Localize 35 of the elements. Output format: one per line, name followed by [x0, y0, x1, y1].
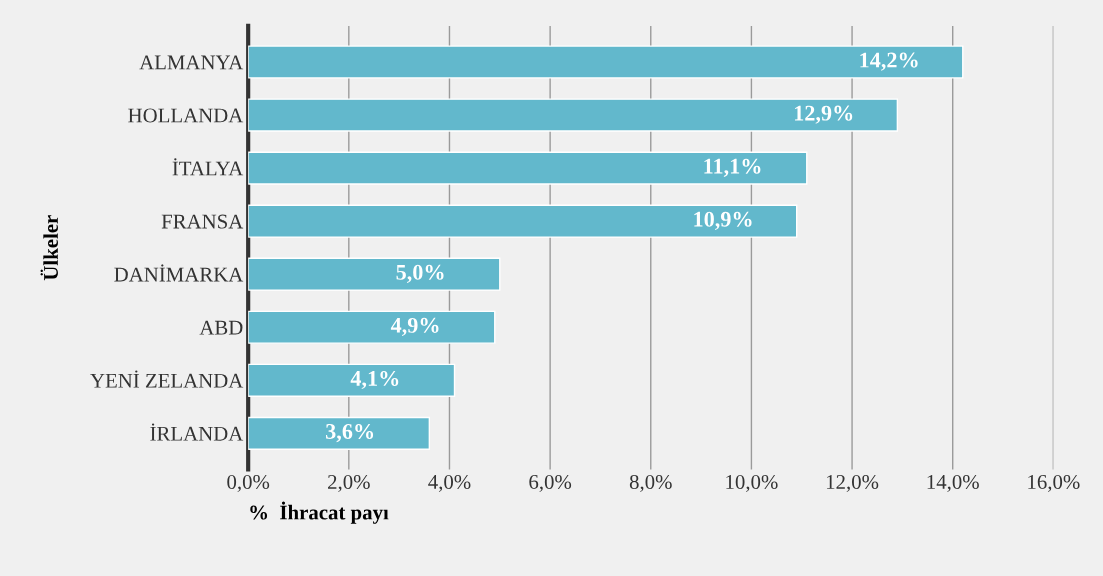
- bar: [248, 257, 501, 291]
- y-tick-label: ABD: [199, 320, 243, 335]
- x-axis-title: % İhracat payı: [250, 501, 389, 524]
- y-axis-title: Ülkeler: [40, 215, 58, 281]
- bar: [248, 363, 456, 397]
- bar: [248, 98, 899, 132]
- y-tick-label: HOLLANDA: [128, 108, 244, 123]
- y-tick-label: İRLANDA: [150, 423, 244, 441]
- x-tick-label: 12,0%: [826, 474, 879, 492]
- data-label: 3,6%: [326, 423, 374, 443]
- x-tick-label: 2,0%: [328, 474, 370, 492]
- bar: [248, 45, 964, 79]
- bar: [248, 310, 496, 344]
- x-tick-label: 14,0%: [927, 474, 979, 492]
- y-tick-label: İTALYA: [172, 158, 244, 176]
- data-label: 4,9%: [390, 317, 439, 337]
- data-label: 11,1%: [704, 158, 761, 177]
- y-tick-label: FRANSA: [161, 214, 244, 229]
- x-tick-label: 8,0%: [629, 474, 672, 492]
- y-tick-label: ALMANYA: [139, 55, 244, 70]
- y-tick-label: DANİMARKA: [114, 264, 244, 282]
- data-label: 4,1%: [350, 370, 399, 390]
- x-tick-label: 6,0%: [529, 474, 572, 492]
- x-tick-label: 16,0%: [1028, 474, 1080, 492]
- y-tick-label: YENİ ZELANDA: [90, 370, 244, 388]
- x-tick-label: 4,0%: [428, 474, 471, 492]
- bar: [248, 151, 808, 185]
- data-label: 5,0%: [396, 264, 444, 283]
- data-label: 14,2%: [860, 52, 918, 71]
- x-tick-label: 10,0%: [726, 474, 778, 492]
- data-label: 12,9%: [794, 105, 853, 124]
- x-tick-label: 0,0%: [227, 474, 270, 492]
- bar: [248, 416, 431, 450]
- data-label: 10,9%: [694, 211, 752, 230]
- bar: [248, 204, 798, 238]
